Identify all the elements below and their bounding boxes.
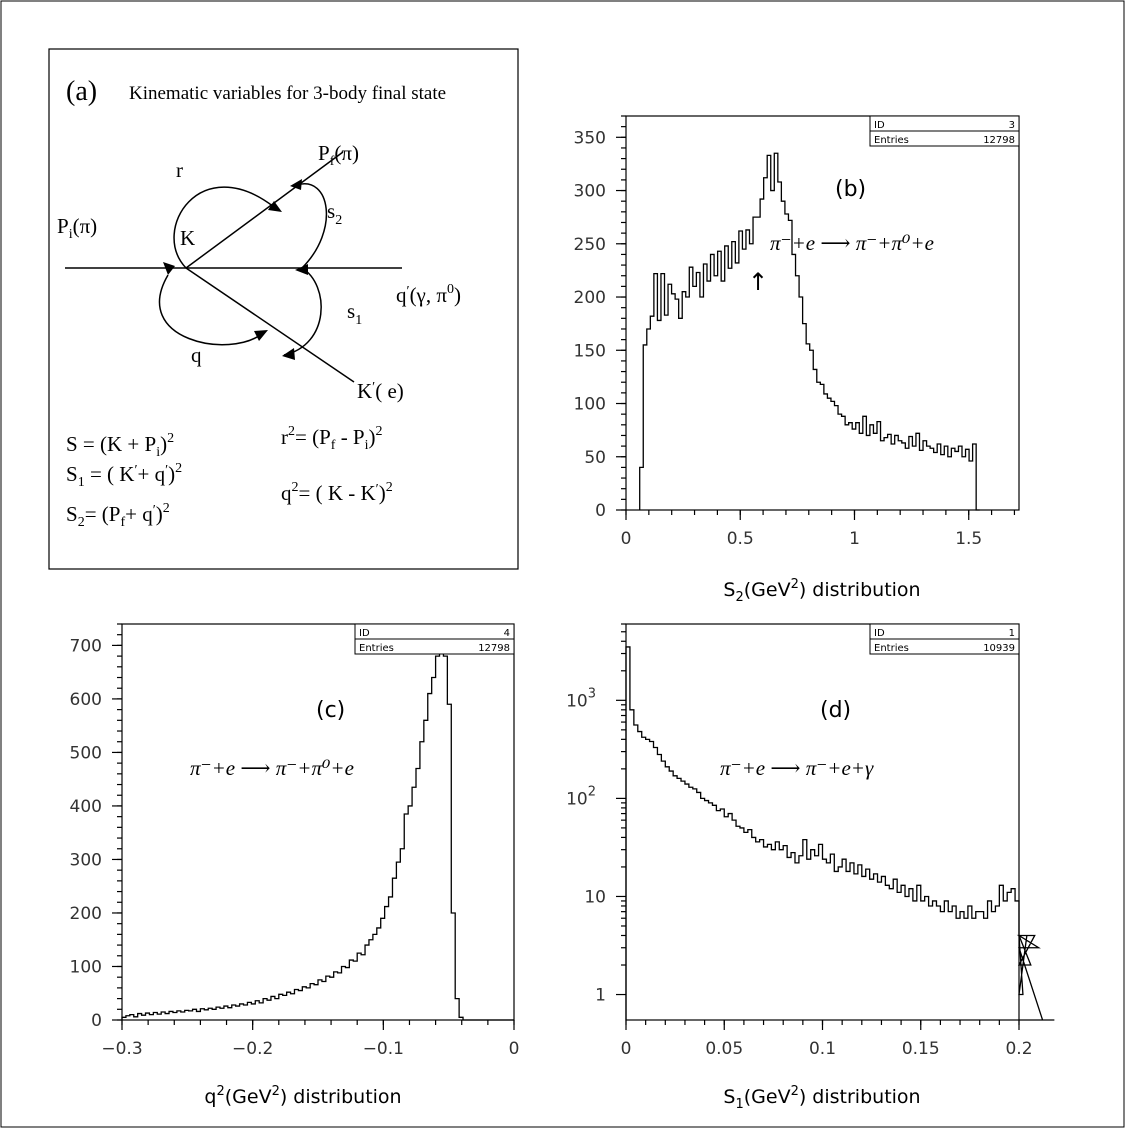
kinematic-diagram: [65, 151, 402, 383]
stat-entries-label: Entries: [874, 643, 909, 654]
formula-s: S = (K + Pi)2: [66, 431, 174, 460]
panel-a-box: [48, 48, 519, 570]
reaction-annotation: π⁻+e ⟶ π⁻+π⁰+e: [190, 756, 354, 780]
panel-a-label: (a): [66, 76, 97, 107]
panel-a-title: Kinematic variables for 3-body final sta…: [129, 83, 446, 104]
formula-s1: S1 = ( K′+ q′)2: [66, 461, 182, 490]
stat-id-label: ID: [874, 628, 885, 639]
panel-b: 0 50 100 150 200 250 300 350 0 0.5 1 1.5 ID 3 Entries 1…: [574, 115, 1020, 605]
histogram-series: [121, 644, 514, 1021]
panel-d: 1 10 102 103 0 0.05 0.1 0.15 0.2 ID 1 Entries 10939 (…: [566, 623, 1055, 1112]
stat-box: ID 4 Entries 12798: [354, 623, 515, 655]
x-tick-label: −0.2: [232, 1039, 273, 1059]
kprime-line: [185, 267, 355, 383]
formula-s2: S2= (Pf+ q′)2: [66, 501, 170, 530]
label-s1: s1: [347, 299, 362, 328]
x-tick-label: 0: [621, 1039, 632, 1059]
panel-label: (b): [835, 177, 866, 202]
stat-id-label: ID: [359, 628, 370, 639]
y-tick-label: 10: [584, 887, 606, 907]
y-tick-label: 0: [595, 501, 606, 521]
histogram-series: [625, 646, 1055, 1021]
formula-r2: r2= (Pf - Pi)2: [281, 424, 383, 453]
plot-frame: [121, 623, 515, 1021]
stat-entries-value: 12798: [983, 135, 1015, 146]
label-s2: s2: [327, 199, 342, 228]
y-tick-label: 350: [574, 128, 606, 148]
y-tick-label: 50: [584, 448, 606, 468]
y-tick-label: 1: [595, 986, 606, 1006]
stat-entries-label: Entries: [874, 135, 909, 146]
y-tick-label: 250: [574, 235, 606, 255]
x-tick-label: 0.2: [1005, 1039, 1032, 1059]
stat-entries-label: Entries: [359, 643, 394, 654]
x-tick-label: 1: [849, 529, 860, 549]
peak-arrow: ↑: [748, 268, 768, 296]
q-arc: [158, 274, 264, 346]
label-r: r: [176, 158, 183, 182]
x-tick-label: 1.5: [955, 529, 982, 549]
plot-frame: [625, 623, 1020, 1021]
diagram-arrowheads: [163, 179, 308, 360]
x-axis-label: q2(GeV2) distribution: [204, 1084, 401, 1108]
stat-entries-value: 10939: [983, 643, 1015, 654]
x-tick-label: −0.3: [101, 1039, 142, 1059]
panel-c: 0 100 200 300 400 500 600 700 −0.3 −0.2 −0.1 0 ID 4 En…: [70, 623, 520, 1108]
reaction-annotation: π⁻+e ⟶ π⁻+π⁰+e: [770, 231, 934, 255]
stat-id-label: ID: [874, 120, 885, 131]
stat-entries-value: 12798: [478, 643, 510, 654]
stat-box: ID 3 Entries 12798: [869, 115, 1020, 147]
x-tick-label: 0.5: [727, 529, 754, 549]
s1-arc: [283, 267, 322, 356]
label-kprime: K′( e): [357, 379, 404, 403]
y-tick-label: 200: [70, 904, 102, 924]
x-tick-label: 0.1: [809, 1039, 836, 1059]
y-tick-label: 300: [70, 850, 102, 870]
label-pi: Pi(π): [57, 214, 97, 242]
plot-frame: [625, 115, 1020, 511]
pf-line: [185, 151, 344, 269]
y-tick-label: 150: [574, 341, 606, 361]
x-tick-label: 0: [621, 529, 632, 549]
stat-id-value: 4: [504, 628, 510, 639]
r-arc: [173, 186, 275, 269]
y-tick-label: 600: [70, 690, 102, 710]
x-tick-label: 0: [509, 1039, 520, 1059]
y-tick-label: 400: [70, 797, 102, 817]
panel-label: (c): [316, 698, 345, 723]
histogram-series: [639, 152, 980, 511]
y-tick-label: 700: [70, 636, 102, 656]
stat-id-value: 3: [1009, 120, 1015, 131]
reaction-annotation: π⁻+e ⟶ π⁻+e+γ: [720, 756, 874, 780]
x-axis-label: S2(GeV2) distribution: [723, 577, 920, 605]
x-tick-label: −0.1: [363, 1039, 404, 1059]
s2-arc: [296, 183, 328, 269]
y-tick-label: 500: [70, 743, 102, 763]
label-k: K: [180, 226, 195, 250]
panel-a: (a) Kinematic variables for 3-body final…: [48, 48, 519, 570]
x-tick-label: 0.05: [705, 1039, 743, 1059]
y-tick-label: 103: [566, 686, 596, 711]
y-tick-label: 0: [91, 1011, 102, 1031]
panel-label: (d): [820, 698, 851, 723]
formula-q2: q2= ( K - K′)2: [281, 480, 393, 505]
label-qprime: q′(γ, π0): [396, 282, 461, 307]
label-pf: Pf(π): [318, 141, 359, 169]
x-tick-label: 0.15: [902, 1039, 940, 1059]
x-axis-label: S1(GeV2) distribution: [723, 1084, 920, 1112]
y-tick-label: 300: [574, 182, 606, 202]
stat-box: ID 1 Entries 10939: [869, 623, 1020, 655]
label-q: q: [191, 343, 202, 367]
y-tick-label: 100: [574, 395, 606, 415]
y-tick-label: 100: [70, 957, 102, 977]
y-tick-label: 102: [566, 784, 596, 809]
y-tick-label: 200: [574, 288, 606, 308]
stat-id-value: 1: [1009, 628, 1015, 639]
